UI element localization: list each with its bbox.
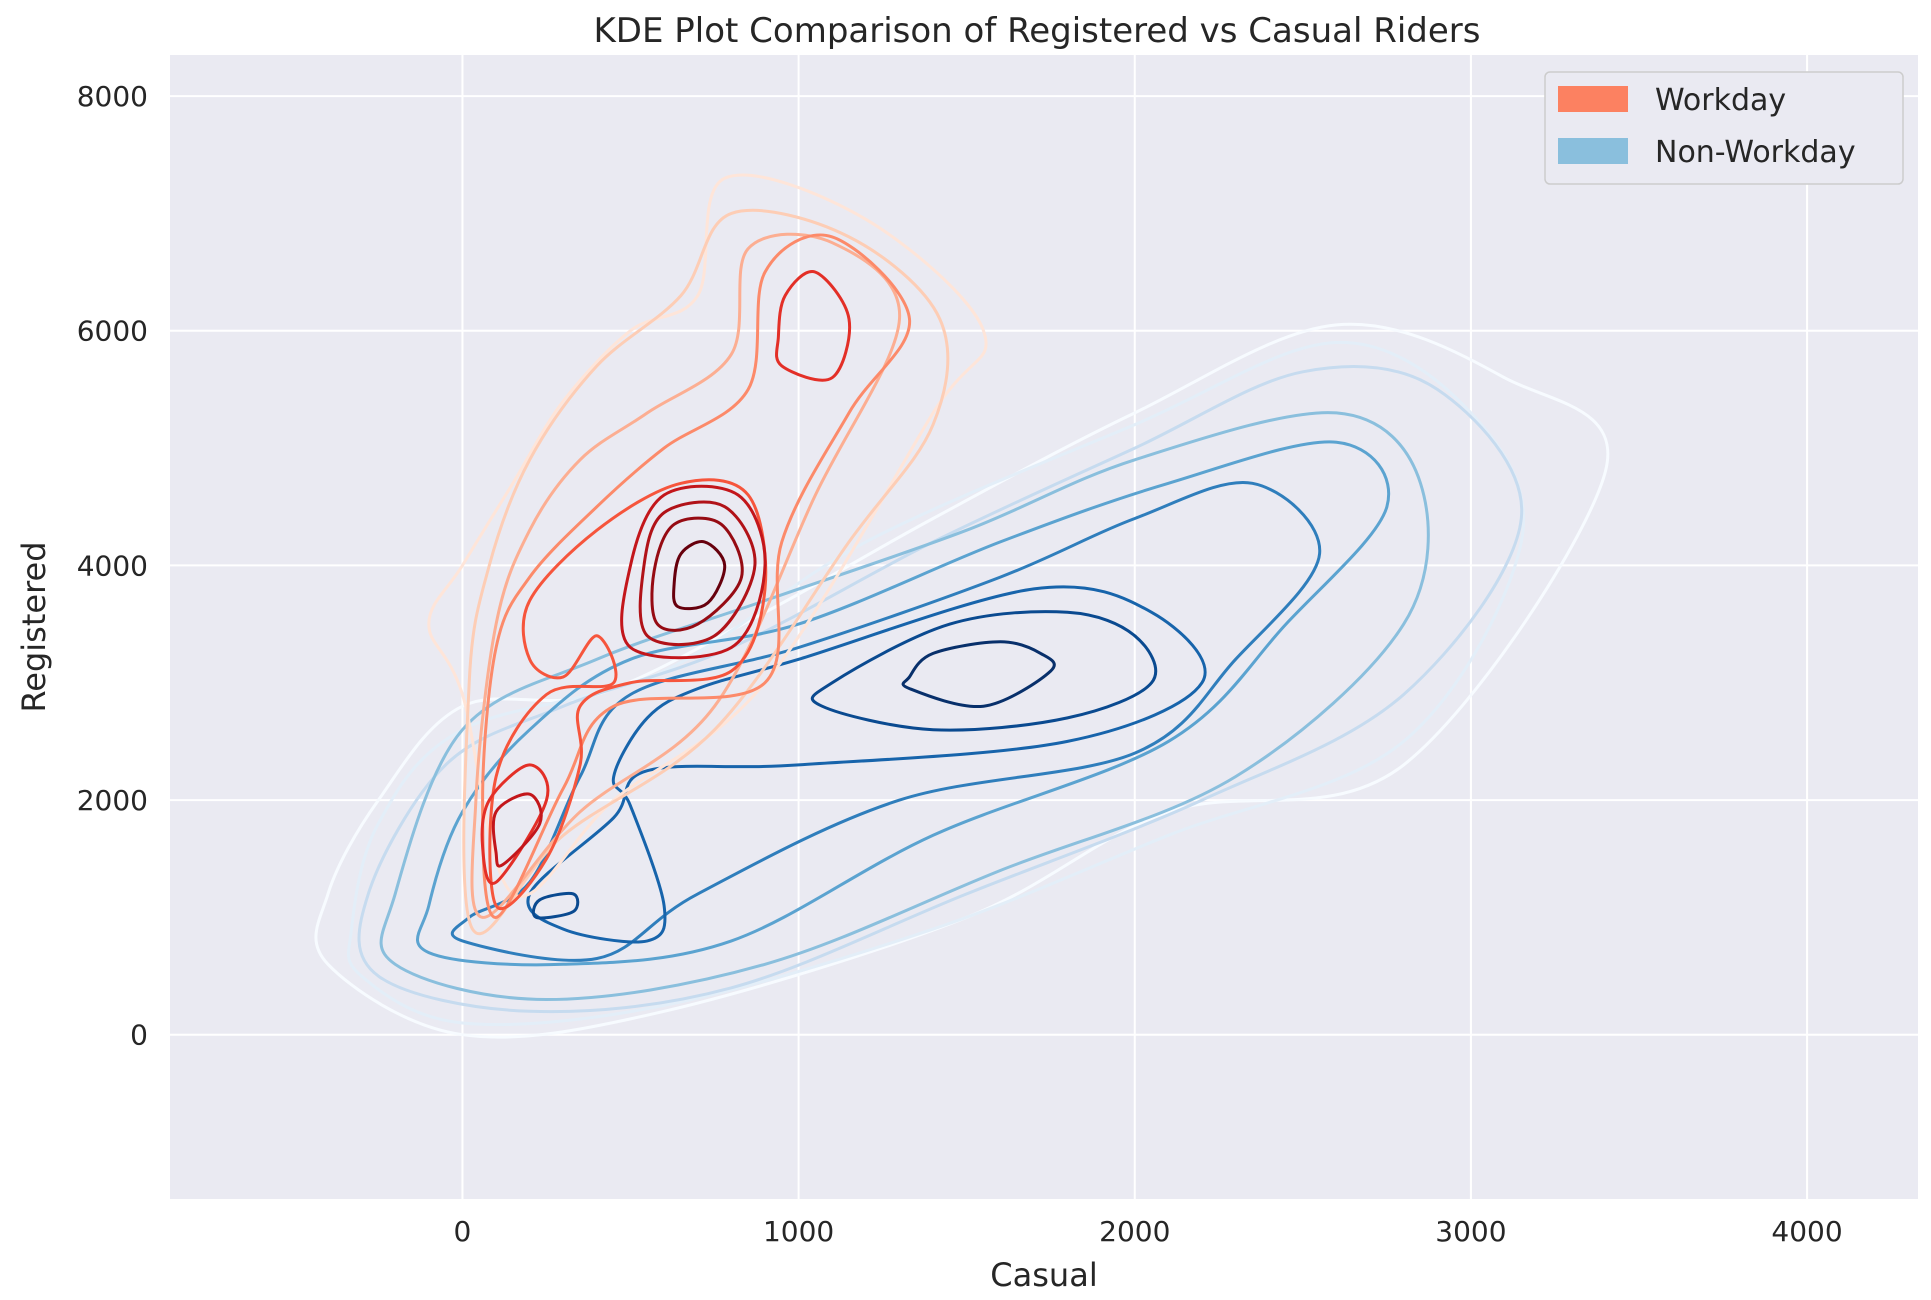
- workday-contour-11: [672, 540, 727, 611]
- y-tick-label: 0: [130, 1019, 148, 1052]
- y-axis-ticks: 0 2000 4000 6000 8000: [77, 80, 148, 1052]
- x-axis-label: Casual: [990, 1256, 1097, 1294]
- workday-contour-5: [488, 478, 768, 910]
- legend-swatch-workday: [1558, 86, 1628, 112]
- workday-contour-4: [481, 233, 912, 919]
- y-tick-label: 8000: [77, 80, 148, 113]
- chart-title: KDE Plot Comparison of Registered vs Cas…: [594, 11, 1481, 51]
- non-workday-contour-9: [901, 640, 1056, 709]
- y-axis-label: Registered: [15, 541, 53, 712]
- x-axis-ticks: 0 1000 2000 3000 4000: [454, 1215, 1843, 1248]
- legend-label-non-workday: Non-Workday: [1655, 135, 1856, 170]
- y-tick-label: 4000: [77, 549, 148, 582]
- non-workday-contour-8: [810, 610, 1158, 732]
- non-workday-contour-7: [526, 585, 1207, 944]
- contours: [314, 173, 1610, 1039]
- non-workday-contour-10: [531, 891, 580, 920]
- legend-box: [1544, 71, 1904, 185]
- workday-contour-12: [775, 270, 852, 382]
- non-workday-contour-5: [416, 440, 1391, 967]
- workday-contour-6: [480, 763, 550, 885]
- workday-contour-9: [638, 500, 757, 646]
- non-workday-contour-4: [379, 411, 1430, 1001]
- legend-swatch-non-workday: [1558, 138, 1628, 164]
- workday-contour-2: [462, 208, 950, 936]
- workday-contour-8: [620, 484, 767, 660]
- x-tick-label: 0: [454, 1215, 472, 1248]
- plot-area: [170, 55, 1918, 1199]
- workday-contour-3: [470, 232, 902, 919]
- workday-contour-7: [491, 792, 543, 868]
- workday-contour-10: [650, 516, 744, 632]
- y-tick-label: 2000: [77, 784, 148, 817]
- non-workday-contour-2: [347, 340, 1526, 1027]
- x-tick-label: 3000: [1435, 1215, 1506, 1248]
- legend: Workday Non-Workday: [1544, 71, 1904, 185]
- x-tick-label: 2000: [1099, 1215, 1170, 1248]
- non-workday-contour-3: [357, 365, 1524, 1014]
- y-tick-label: 6000: [77, 315, 148, 348]
- x-tick-label: 4000: [1771, 1215, 1842, 1248]
- non-workday-contour-6: [450, 480, 1322, 962]
- legend-label-workday: Workday: [1655, 83, 1786, 118]
- x-tick-label: 1000: [763, 1215, 834, 1248]
